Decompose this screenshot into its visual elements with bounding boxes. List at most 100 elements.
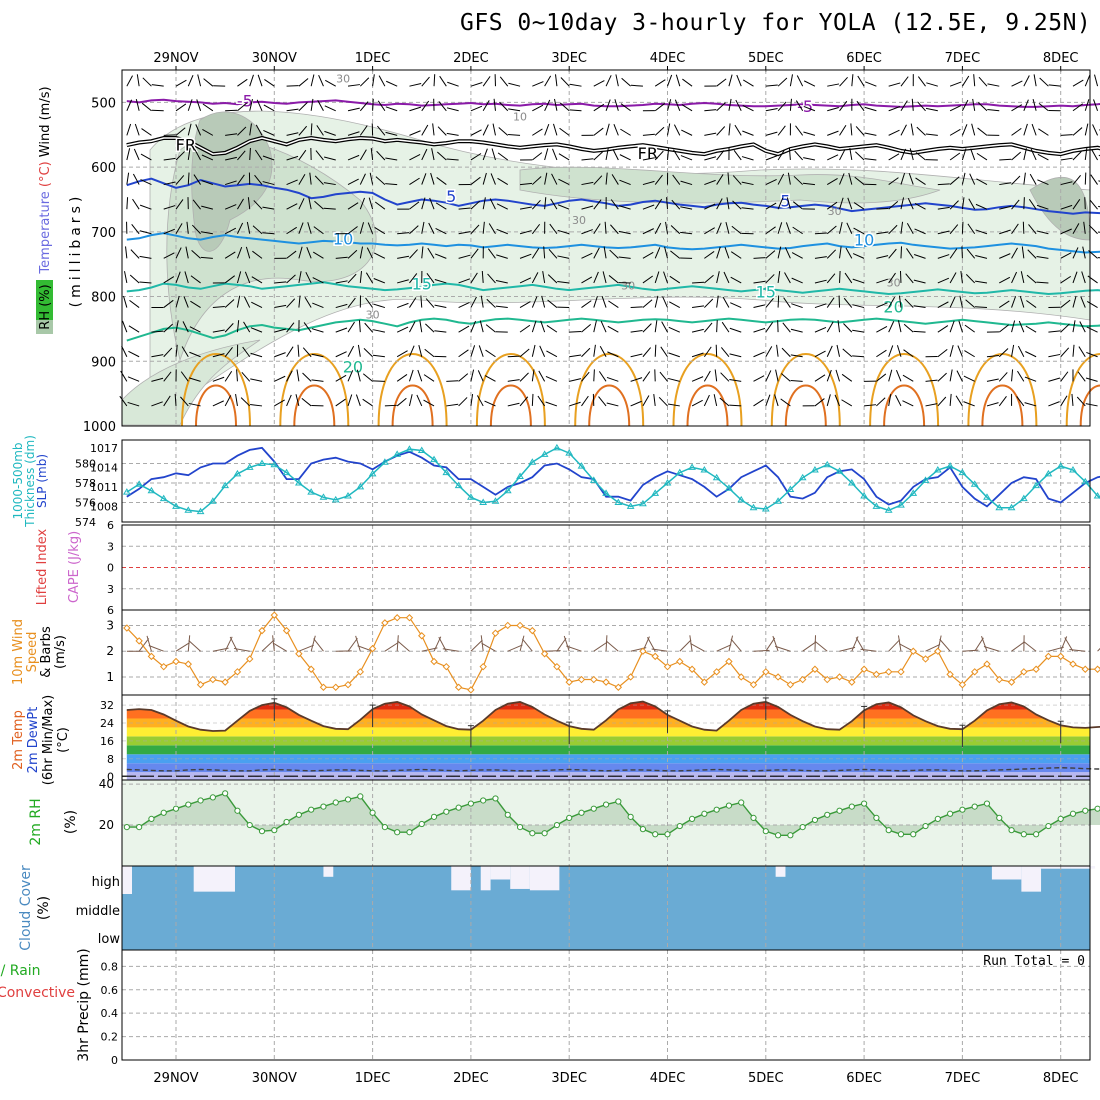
wind-barb bbox=[790, 380, 803, 382]
wind-barb bbox=[560, 77, 570, 87]
wind-barb bbox=[194, 149, 202, 161]
wind-barb bbox=[1011, 104, 1023, 112]
rh-marker bbox=[848, 803, 855, 810]
wind-barb bbox=[765, 322, 774, 333]
wind-barb bbox=[424, 348, 435, 358]
wind-barb bbox=[792, 201, 803, 210]
wind-barb bbox=[937, 230, 950, 235]
wind-barb bbox=[729, 404, 742, 407]
wind-barb bbox=[298, 78, 309, 87]
wind-barb bbox=[598, 396, 607, 407]
wind-barb bbox=[826, 345, 833, 357]
wind-barb bbox=[793, 175, 804, 185]
wind-speed-marker bbox=[467, 686, 475, 694]
wind-barb bbox=[620, 128, 631, 136]
y-axis-label-part: Cloud Cover bbox=[18, 865, 34, 951]
wind-barb bbox=[827, 107, 839, 112]
wind-barb bbox=[384, 404, 397, 407]
wind-barb bbox=[642, 347, 652, 358]
rh-marker bbox=[320, 803, 327, 810]
wind-barb bbox=[999, 182, 1012, 186]
rh-marker bbox=[566, 814, 573, 821]
wind-barb bbox=[605, 148, 609, 161]
wind-barb bbox=[1023, 172, 1026, 185]
rh-marker bbox=[136, 823, 143, 831]
slp-marker bbox=[442, 468, 451, 476]
wind-barb bbox=[691, 328, 704, 333]
wind-barb bbox=[791, 303, 803, 309]
slp-marker bbox=[233, 469, 242, 477]
wind-barb bbox=[566, 645, 582, 652]
wind-barb bbox=[845, 247, 853, 259]
wind-barb bbox=[716, 320, 718, 333]
y-axis-label-part: CAPE (J/kg) bbox=[67, 531, 82, 603]
wind-barb bbox=[774, 394, 779, 407]
wind-barb bbox=[1060, 371, 1069, 382]
wind-barb bbox=[200, 231, 213, 235]
wind-barb bbox=[581, 276, 593, 284]
cloud-fill bbox=[122, 866, 1090, 950]
y-tick-label: 3 bbox=[106, 618, 114, 632]
wind-barb bbox=[937, 277, 950, 284]
date-label-top: 7DEC bbox=[945, 51, 981, 66]
wind-barb bbox=[434, 304, 447, 309]
wind-barb bbox=[312, 302, 324, 309]
y-tick-label: 0.6 bbox=[101, 984, 119, 997]
wind-speed-marker bbox=[418, 632, 426, 640]
wind-barb bbox=[978, 76, 988, 87]
wind-barb bbox=[470, 105, 483, 112]
wind-barb bbox=[704, 156, 717, 161]
rh-marker bbox=[541, 830, 548, 837]
wind-barb bbox=[242, 346, 251, 358]
wind-barb bbox=[784, 272, 791, 284]
wind-barb bbox=[203, 78, 214, 87]
wind-barb bbox=[1072, 151, 1082, 161]
wind-barb bbox=[593, 247, 600, 259]
wind-barb bbox=[127, 376, 140, 382]
wind-barb bbox=[776, 344, 779, 357]
wind-speed-marker bbox=[1081, 665, 1089, 673]
wind-barb bbox=[246, 221, 251, 234]
rh-marker bbox=[934, 815, 941, 823]
slp-marker bbox=[553, 443, 561, 451]
slp-marker bbox=[700, 466, 709, 473]
rh-marker bbox=[1020, 831, 1027, 838]
slp-marker bbox=[909, 489, 918, 496]
wind-barb bbox=[1011, 199, 1020, 210]
y-axis-label-part: Thickness (dm) bbox=[23, 435, 37, 528]
wind-barb bbox=[251, 276, 263, 284]
wind-barb bbox=[999, 158, 1012, 161]
rh-contour-label: 30 bbox=[366, 309, 380, 322]
wind-speed-marker bbox=[909, 647, 917, 655]
wind-barb bbox=[148, 645, 164, 652]
wind-barb bbox=[834, 394, 840, 407]
wind-barb bbox=[126, 148, 131, 161]
wind-barb bbox=[1036, 281, 1049, 284]
wind-barb bbox=[704, 203, 716, 210]
wind-barb bbox=[642, 323, 652, 333]
wind-barb bbox=[458, 278, 471, 284]
wind-barb bbox=[691, 352, 704, 358]
wind-barb bbox=[1084, 148, 1088, 161]
wind-barb bbox=[1084, 172, 1087, 185]
wind-barb bbox=[1048, 84, 1061, 87]
wind-barb bbox=[478, 345, 484, 357]
wind-barb bbox=[907, 198, 914, 210]
wind-barb bbox=[937, 206, 950, 210]
rh-marker bbox=[861, 800, 868, 807]
wind-barb bbox=[126, 75, 133, 87]
wind-barb bbox=[563, 635, 570, 652]
wind-barb bbox=[908, 173, 914, 185]
wind-speed-marker bbox=[565, 678, 573, 686]
wind-barb bbox=[236, 295, 241, 308]
rh-marker bbox=[1057, 815, 1064, 823]
wind-barb bbox=[538, 370, 546, 382]
wind-barb bbox=[507, 379, 520, 382]
wind-barb bbox=[262, 155, 275, 161]
wind-barb bbox=[237, 78, 248, 87]
wind-barb bbox=[133, 148, 140, 161]
rh-marker bbox=[762, 828, 769, 835]
y-axis-label-part: Lifted Index bbox=[35, 528, 50, 605]
wind-barb bbox=[458, 254, 471, 259]
wind-barb bbox=[237, 198, 244, 210]
